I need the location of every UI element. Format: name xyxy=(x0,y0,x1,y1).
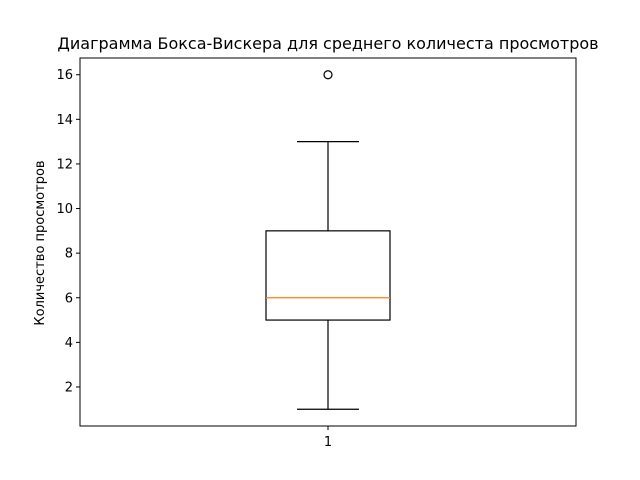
y-tick-label: 2 xyxy=(65,380,73,395)
x-tick-label: 1 xyxy=(324,435,332,450)
y-tick-label: 6 xyxy=(65,291,73,306)
plot-frame xyxy=(79,57,577,427)
y-tick-label: 10 xyxy=(56,202,73,217)
plot-area: 2 4 6 8 10 12 14 16 1 xyxy=(56,68,391,450)
y-axis-label: Количество просмотров xyxy=(33,160,48,325)
y-tick-label: 4 xyxy=(65,336,73,351)
y-tick-label: 14 xyxy=(56,113,73,128)
y-tick-label: 12 xyxy=(56,157,73,172)
y-tick-label: 8 xyxy=(65,247,73,262)
outlier-point xyxy=(323,70,333,80)
y-tick-label: 16 xyxy=(56,68,73,83)
box-iqr xyxy=(265,230,391,321)
chart-title: Диаграмма Бокса-Вискера для среднего кол… xyxy=(57,34,598,53)
